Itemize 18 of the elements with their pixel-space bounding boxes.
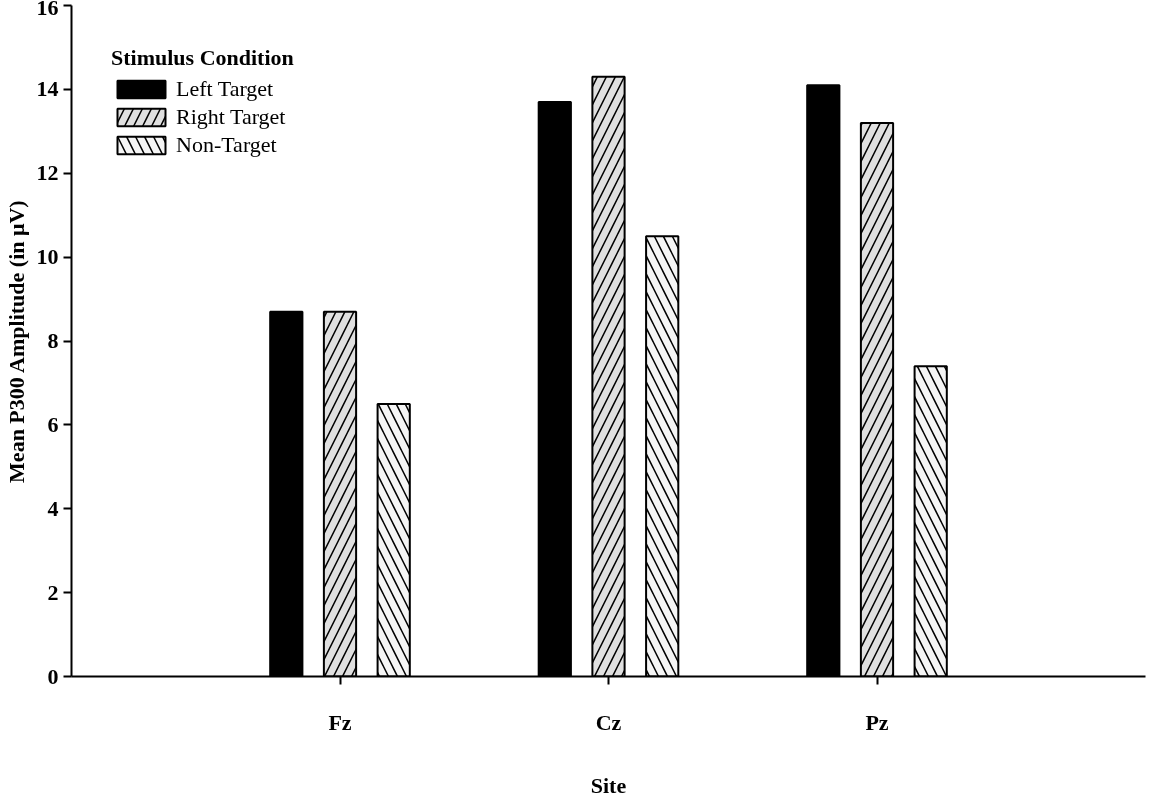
y-tick-label: 10 — [36, 244, 59, 270]
y-tick-label: 12 — [36, 160, 59, 186]
legend-label: Left Target — [176, 76, 274, 102]
y-tick-label: 2 — [47, 579, 59, 605]
y-tick-label: 6 — [47, 411, 59, 437]
x-tick-label: Pz — [865, 709, 889, 735]
y-tick-label: 8 — [47, 328, 59, 353]
y-tick-label: 0 — [47, 663, 59, 689]
y-tick-label: 16 — [36, 0, 59, 20]
x-tick-label: Cz — [595, 709, 622, 735]
x-axis-title: Site — [590, 772, 627, 798]
legend-label: Non-Target — [176, 132, 277, 158]
y-tick-label: 14 — [36, 76, 59, 102]
y-axis-title: Mean P300 Amplitude (in μV) — [3, 200, 29, 483]
legend-title: Stimulus Condition — [111, 45, 294, 71]
x-tick-label: Fz — [328, 709, 352, 735]
y-tick-label: 4 — [47, 495, 59, 521]
legend-label: Right Target — [176, 104, 286, 130]
